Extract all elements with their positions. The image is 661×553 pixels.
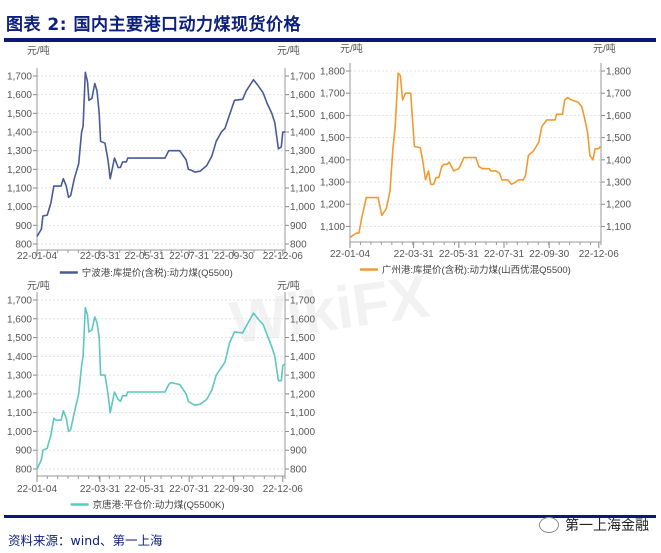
y-tick-label-right: 1,400 <box>606 155 631 166</box>
y-tick-label-right: 1,300 <box>290 146 315 157</box>
y-tick-label: 1,800 <box>320 67 345 78</box>
unit-label-left: 元/吨 <box>27 279 50 292</box>
source-note: 资料来源：wind、第一上海 <box>8 533 163 548</box>
x-tick-label: 22-05-31 <box>125 484 165 495</box>
x-tick-label: 22-07-31 <box>169 484 209 495</box>
y-tick-label-right: 1,300 <box>606 178 631 189</box>
x-tick-label: 22-07-31 <box>484 249 524 260</box>
x-tick-label: 22-09-30 <box>214 484 254 495</box>
y-tick-label-right: 1,400 <box>290 128 315 139</box>
legend-label: 宁波港:库提价(含税):动力煤(Q5500) <box>82 267 233 279</box>
x-tick-label: 22-09-30 <box>529 249 569 260</box>
legend-label: 广州港:库提价(含税):动力煤(山西优混Q5500) <box>382 264 571 276</box>
y-tick-label-right: 1,500 <box>290 333 315 344</box>
y-tick-label-right: 1,000 <box>290 427 315 438</box>
y-tick-label: 1,400 <box>7 352 32 363</box>
y-tick-label: 1,200 <box>7 389 32 400</box>
y-tick-label-right: 1,700 <box>290 72 315 83</box>
y-tick-label: 1,700 <box>7 72 32 83</box>
unit-label-right: 元/吨 <box>277 44 300 57</box>
y-tick-label: 1,100 <box>7 184 32 195</box>
y-tick-label-right: 1,100 <box>290 408 315 419</box>
y-tick-label: 1,300 <box>7 146 32 157</box>
y-tick-label: 1,600 <box>320 111 345 122</box>
y-tick-label: 1,000 <box>7 202 32 213</box>
y-tick-label: 1,200 <box>320 200 345 211</box>
series-line <box>36 306 286 470</box>
series-line <box>349 72 601 239</box>
y-tick-label-right: 1,700 <box>290 296 315 307</box>
y-tick-label: 900 <box>15 446 32 457</box>
chart-3: 800 800 900 900 1,000 1,000 1,100 1,100 1,200 1,2… <box>7 279 315 511</box>
x-tick-label: 22-05-31 <box>125 251 165 262</box>
y-tick-label-right: 1,500 <box>290 109 315 120</box>
x-tick-label: 22-03-31 <box>80 484 120 495</box>
x-tick-label: 22-03-31 <box>394 249 434 260</box>
watermark-text: 第一上海金融 <box>565 518 649 534</box>
x-tick-label: 22-12-06 <box>263 251 303 262</box>
y-tick-label-right: 1,200 <box>606 200 631 211</box>
x-tick-label: 22-01-04 <box>17 251 57 262</box>
y-tick-label: 1,600 <box>7 90 32 101</box>
y-tick-label: 1,700 <box>320 89 345 100</box>
y-tick-label: 1,300 <box>7 371 32 382</box>
x-tick-label: 22-03-31 <box>80 251 120 262</box>
y-tick-label: 1,600 <box>7 314 32 325</box>
x-tick-label: 22-12-06 <box>579 249 619 260</box>
unit-label-left: 元/吨 <box>27 44 50 57</box>
y-tick-label: 1,700 <box>7 296 32 307</box>
y-tick-label-right: 1,200 <box>290 389 315 400</box>
y-tick-label: 1,400 <box>7 128 32 139</box>
y-tick-label-right: 1,800 <box>606 67 631 78</box>
y-tick-label-right: 1,400 <box>290 352 315 363</box>
y-tick-label-right: 1,300 <box>290 371 315 382</box>
y-tick-label: 1,200 <box>7 165 32 176</box>
unit-label-right: 元/吨 <box>277 279 300 292</box>
y-tick-label-right: 1,600 <box>606 111 631 122</box>
x-tick-label: 22-07-31 <box>169 251 209 262</box>
x-tick-label: 22-01-04 <box>17 484 57 495</box>
y-tick-label: 1,500 <box>7 333 32 344</box>
unit-label-left: 元/吨 <box>340 42 363 55</box>
bg-watermark: WikiFX <box>226 262 433 356</box>
y-tick-label-right: 1,700 <box>606 89 631 100</box>
y-tick-label-right: 800 <box>290 465 307 476</box>
y-tick-label: 1,500 <box>7 109 32 120</box>
watermark: 第一上海金融 <box>539 515 649 535</box>
y-tick-label-right: 1,500 <box>606 133 631 144</box>
chart-2: 1,100 1,100 1,200 1,200 1,300 1,300 1,400 1,400… <box>320 42 631 276</box>
y-tick-label: 1,000 <box>7 427 32 438</box>
page-title: 图表 2: 国内主要港口动力煤现货价格 <box>6 15 301 35</box>
y-tick-label: 1,400 <box>320 155 345 166</box>
y-tick-label: 1,500 <box>320 133 345 144</box>
unit-label-right: 元/吨 <box>593 42 616 55</box>
y-tick-label: 800 <box>15 240 32 251</box>
y-tick-label: 1,300 <box>320 178 345 189</box>
chart-1: 800 800 900 900 1,000 1,000 1,100 1,100 1,200 1,2… <box>7 44 315 279</box>
footer-rule <box>4 515 656 518</box>
y-tick-label-right: 1,000 <box>290 202 315 213</box>
series-line <box>36 71 285 237</box>
x-tick-label: 22-01-04 <box>330 249 370 260</box>
x-tick-label: 22-09-30 <box>214 251 254 262</box>
wechat-icon <box>539 517 559 533</box>
x-tick-label: 22-05-31 <box>439 249 479 260</box>
y-tick-label: 900 <box>15 221 32 232</box>
y-tick-label-right: 800 <box>290 240 307 251</box>
y-tick-label-right: 900 <box>290 446 307 457</box>
y-tick-label-right: 1,100 <box>606 222 631 233</box>
y-tick-label: 800 <box>15 465 32 476</box>
title-rule <box>4 38 656 42</box>
y-tick-label-right: 1,600 <box>290 90 315 101</box>
y-tick-label: 1,100 <box>7 408 32 419</box>
y-tick-label: 1,100 <box>320 222 345 233</box>
y-tick-label-right: 1,200 <box>290 165 315 176</box>
x-tick-label: 22-12-06 <box>263 484 303 495</box>
y-tick-label-right: 1,100 <box>290 184 315 195</box>
y-tick-label-right: 1,600 <box>290 314 315 325</box>
legend-label: 京唐港:平仓价:动力煤(Q5500K) <box>93 499 225 511</box>
y-tick-label-right: 900 <box>290 221 307 232</box>
